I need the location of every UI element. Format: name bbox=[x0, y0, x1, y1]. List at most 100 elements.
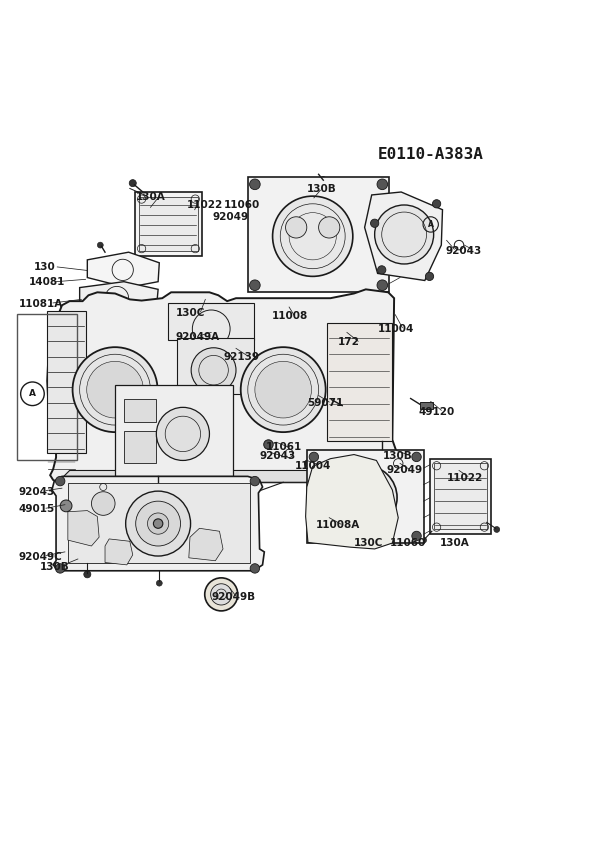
Text: 49015: 49015 bbox=[19, 504, 55, 514]
Circle shape bbox=[156, 407, 209, 461]
Text: 11060: 11060 bbox=[224, 200, 260, 210]
Text: 59071: 59071 bbox=[307, 398, 343, 408]
Text: 130A: 130A bbox=[136, 192, 165, 202]
Circle shape bbox=[432, 199, 441, 208]
Text: E0110-A383A: E0110-A383A bbox=[378, 147, 484, 163]
Circle shape bbox=[153, 519, 163, 528]
Polygon shape bbox=[80, 282, 158, 315]
Circle shape bbox=[255, 361, 312, 418]
Text: 130B: 130B bbox=[382, 451, 412, 461]
Text: 92043: 92043 bbox=[19, 487, 55, 496]
Circle shape bbox=[55, 564, 65, 574]
Text: 11060: 11060 bbox=[389, 538, 425, 548]
Circle shape bbox=[264, 440, 273, 449]
Text: 92043: 92043 bbox=[445, 246, 481, 256]
Circle shape bbox=[205, 578, 238, 611]
Circle shape bbox=[250, 477, 260, 486]
Circle shape bbox=[196, 312, 203, 318]
Ellipse shape bbox=[222, 346, 255, 360]
Bar bbox=[248, 177, 389, 292]
Text: 11008: 11008 bbox=[271, 311, 307, 321]
Polygon shape bbox=[365, 192, 442, 281]
Text: 92049B: 92049B bbox=[211, 592, 255, 603]
Circle shape bbox=[332, 465, 397, 530]
Circle shape bbox=[378, 265, 386, 274]
Text: 11061: 11061 bbox=[266, 443, 301, 453]
Circle shape bbox=[198, 325, 217, 344]
Circle shape bbox=[377, 280, 388, 290]
Text: 11022: 11022 bbox=[447, 473, 483, 483]
Circle shape bbox=[412, 452, 421, 461]
Bar bbox=[434, 463, 487, 530]
Circle shape bbox=[340, 481, 358, 499]
Text: 92043: 92043 bbox=[260, 451, 296, 461]
Circle shape bbox=[319, 217, 340, 238]
Circle shape bbox=[148, 513, 169, 534]
Circle shape bbox=[97, 242, 103, 248]
Bar bbox=[100, 484, 106, 490]
Text: A: A bbox=[428, 220, 434, 229]
Polygon shape bbox=[68, 510, 99, 546]
Polygon shape bbox=[52, 477, 264, 571]
Circle shape bbox=[55, 477, 65, 486]
Polygon shape bbox=[306, 455, 398, 549]
Polygon shape bbox=[58, 471, 400, 482]
Text: A: A bbox=[29, 389, 36, 398]
Circle shape bbox=[304, 460, 312, 467]
Bar bbox=[135, 192, 202, 256]
Polygon shape bbox=[189, 528, 223, 561]
Bar bbox=[307, 450, 424, 543]
Bar bbox=[68, 483, 250, 562]
Text: 172: 172 bbox=[338, 337, 360, 348]
Bar bbox=[177, 338, 254, 394]
Circle shape bbox=[126, 491, 191, 556]
Circle shape bbox=[129, 180, 136, 187]
Bar bbox=[139, 197, 198, 251]
Text: 92049: 92049 bbox=[386, 466, 422, 475]
Text: 130A: 130A bbox=[440, 538, 469, 548]
Text: 11004: 11004 bbox=[378, 324, 414, 334]
Circle shape bbox=[60, 500, 72, 512]
Text: 92049A: 92049A bbox=[176, 331, 220, 342]
Text: 49120: 49120 bbox=[419, 407, 455, 417]
Text: 11008A: 11008A bbox=[316, 520, 360, 531]
Circle shape bbox=[87, 361, 143, 418]
Circle shape bbox=[250, 280, 260, 290]
Circle shape bbox=[211, 584, 232, 605]
Text: 92049C: 92049C bbox=[19, 551, 63, 562]
Circle shape bbox=[136, 501, 181, 546]
Text: 130B: 130B bbox=[40, 562, 70, 572]
Circle shape bbox=[494, 526, 500, 532]
Circle shape bbox=[286, 217, 307, 238]
Text: 130C: 130C bbox=[176, 308, 205, 318]
Circle shape bbox=[372, 481, 389, 499]
Bar bbox=[430, 459, 491, 534]
Circle shape bbox=[241, 348, 326, 432]
Circle shape bbox=[191, 318, 224, 351]
Circle shape bbox=[156, 580, 162, 586]
Text: 14081: 14081 bbox=[28, 276, 65, 287]
Text: 130: 130 bbox=[34, 262, 56, 272]
Polygon shape bbox=[105, 539, 133, 565]
Circle shape bbox=[91, 491, 115, 515]
Circle shape bbox=[84, 571, 91, 578]
Text: 130B: 130B bbox=[307, 184, 336, 194]
Circle shape bbox=[412, 532, 421, 541]
Text: PartParts.com: PartParts.com bbox=[253, 406, 360, 421]
Text: 11022: 11022 bbox=[186, 200, 222, 210]
Bar bbox=[47, 312, 86, 453]
Circle shape bbox=[379, 437, 386, 443]
Ellipse shape bbox=[222, 356, 255, 370]
Circle shape bbox=[377, 179, 388, 190]
Text: 11004: 11004 bbox=[295, 461, 332, 472]
Text: 130C: 130C bbox=[354, 538, 384, 548]
Circle shape bbox=[333, 334, 337, 339]
Bar bbox=[17, 314, 77, 461]
Circle shape bbox=[320, 176, 327, 184]
Circle shape bbox=[421, 538, 427, 543]
Circle shape bbox=[375, 205, 434, 264]
Text: 11081A: 11081A bbox=[19, 299, 63, 309]
Circle shape bbox=[309, 532, 319, 541]
Bar bbox=[327, 323, 392, 441]
Polygon shape bbox=[47, 289, 407, 482]
